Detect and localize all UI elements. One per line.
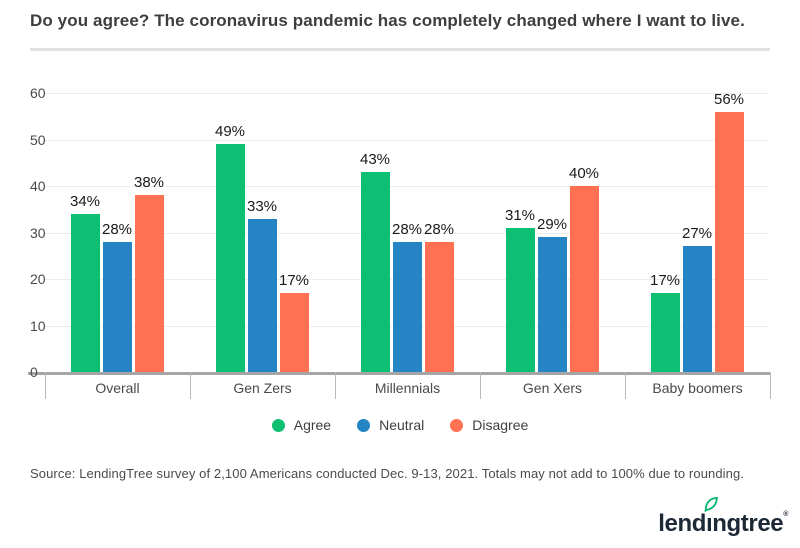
y-axis-tick-label: 50 xyxy=(30,131,46,148)
gridline-40 xyxy=(45,186,768,187)
bar-value-label: 28% xyxy=(423,220,455,238)
bar-chart: 0 10 20 30 40 50 60 Overall Gen Zers Millennials G… xyxy=(28,80,771,402)
bar-value-label: 29% xyxy=(536,216,568,234)
bar-value-label: 56% xyxy=(713,90,745,108)
x-axis-category-label: Gen Zers xyxy=(233,380,292,396)
logo-text-part2: ngtree xyxy=(712,510,784,537)
bar-value-label: 28% xyxy=(101,220,133,238)
bar-agree-overall xyxy=(71,213,100,372)
y-axis-tick-label: 40 xyxy=(30,178,46,194)
bar-disagree-baby-boomers xyxy=(715,111,744,372)
gridline-60 xyxy=(45,93,768,94)
bar-disagree-millennials xyxy=(425,241,454,372)
title-divider xyxy=(30,48,770,51)
chart-title: Do you agree? The coronavirus pandemic h… xyxy=(30,11,745,30)
bar-neutral-millennials xyxy=(393,241,422,372)
legend-label: Neutral xyxy=(379,417,425,433)
bar-value-label: 28% xyxy=(391,220,423,238)
legend-dot-icon xyxy=(450,418,464,432)
x-axis-tick xyxy=(480,372,481,399)
legend: Agree Neutral Disagree xyxy=(0,412,800,438)
bar-disagree-gen-zers xyxy=(280,292,309,372)
y-axis-tick-label: 60 xyxy=(30,85,46,101)
y-axis-tick-label: 0 xyxy=(30,364,38,380)
logo-text-part1: lend xyxy=(658,510,706,537)
lendingtree-logo: lendı ngtree® xyxy=(658,496,788,538)
bar-value-label: 43% xyxy=(359,151,391,169)
bar-value-label: 17% xyxy=(649,271,681,289)
gridline-50 xyxy=(45,139,768,141)
x-axis-line xyxy=(28,372,770,375)
x-axis-tick xyxy=(190,372,191,399)
x-axis-tick xyxy=(335,372,336,399)
legend-item-agree: Agree xyxy=(271,417,332,433)
y-axis-tick-label: 30 xyxy=(30,224,46,241)
legend-item-neutral: Neutral xyxy=(357,417,424,433)
bar-value-label: 33% xyxy=(246,197,278,215)
bar-value-label: 27% xyxy=(681,225,713,243)
bar-neutral-gen-xers xyxy=(538,237,567,372)
x-axis-category-label: Overall xyxy=(95,380,140,396)
legend-dot-icon xyxy=(357,418,371,432)
bar-disagree-overall xyxy=(135,195,164,372)
bar-value-label: 49% xyxy=(214,123,246,141)
gridline-30 xyxy=(45,232,768,234)
legend-dot-icon xyxy=(271,418,285,432)
source-note: Source: LendingTree survey of 2,100 Amer… xyxy=(30,466,745,481)
logo-i: ı xyxy=(704,496,718,538)
bar-neutral-overall xyxy=(103,241,132,372)
bar-value-label: 17% xyxy=(278,271,310,289)
bar-disagree-gen-xers xyxy=(570,186,599,372)
bar-agree-baby-boomers xyxy=(651,292,680,372)
bar-agree-gen-xers xyxy=(506,227,535,372)
x-axis-category-label: Baby boomers xyxy=(652,380,743,396)
x-axis-category-label: Gen Xers xyxy=(522,380,583,396)
legend-label: Agree xyxy=(293,417,332,433)
legend-item-disagree: Disagree xyxy=(450,417,528,433)
x-axis-category-label: Millennials xyxy=(374,380,441,396)
y-axis-tick-label: 20 xyxy=(30,271,46,287)
x-axis-tick xyxy=(625,372,626,399)
bar-agree-millennials xyxy=(361,172,390,372)
bar-neutral-baby-boomers xyxy=(683,246,712,372)
bar-value-label: 40% xyxy=(568,165,600,182)
y-axis-tick-label: 10 xyxy=(30,317,46,334)
bar-value-label: 38% xyxy=(133,174,165,192)
bar-value-label: 34% xyxy=(69,192,101,210)
registered-mark: ® xyxy=(783,511,788,518)
leaf-icon xyxy=(704,496,718,512)
bar-value-label: 31% xyxy=(504,206,536,224)
x-axis-tick xyxy=(770,372,771,399)
bar-agree-gen-zers xyxy=(216,144,245,372)
bar-neutral-gen-zers xyxy=(248,218,277,372)
x-axis-tick xyxy=(45,372,46,399)
legend-label: Disagree xyxy=(472,417,529,433)
